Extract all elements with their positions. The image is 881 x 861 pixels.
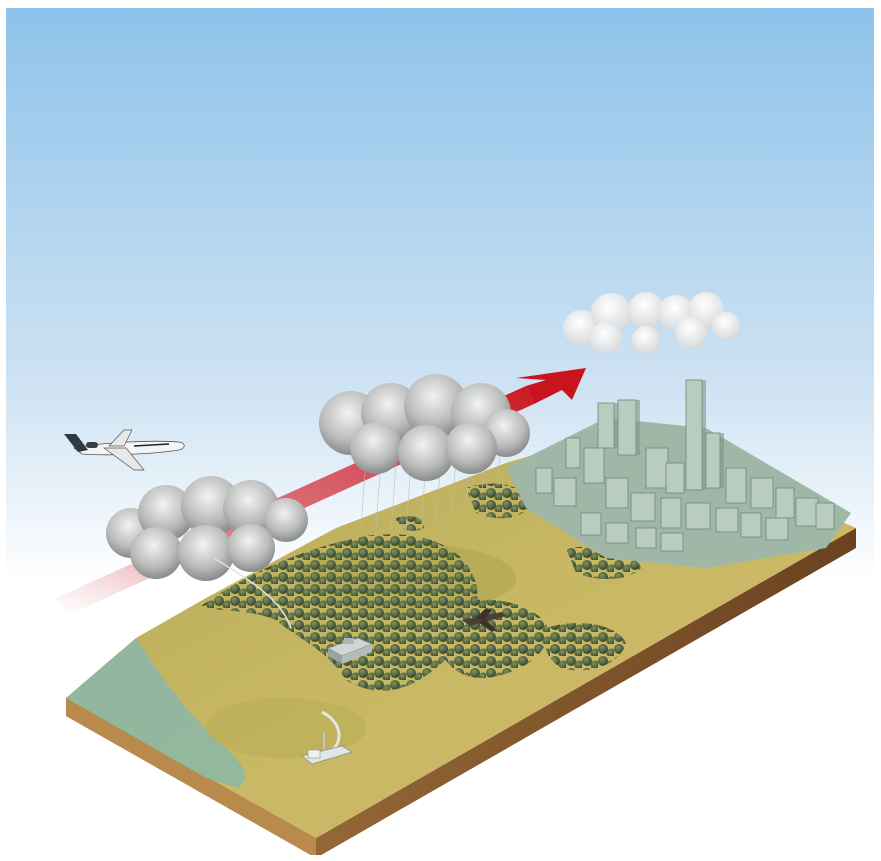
white-cloud [563, 292, 740, 354]
storm-cloud-large [319, 374, 530, 481]
forest [201, 483, 641, 691]
armored-vehicle-icon [327, 637, 374, 664]
storm-cloud-small [106, 476, 308, 581]
illustration [6, 8, 874, 855]
water [66, 638, 245, 788]
city [506, 379, 851, 568]
missile-trail [213, 557, 292, 629]
illustration-frame [6, 8, 874, 855]
radar-dish-icon [301, 710, 353, 765]
military-aircraft-icon [462, 608, 506, 632]
jet-airplane-icon [64, 429, 185, 471]
